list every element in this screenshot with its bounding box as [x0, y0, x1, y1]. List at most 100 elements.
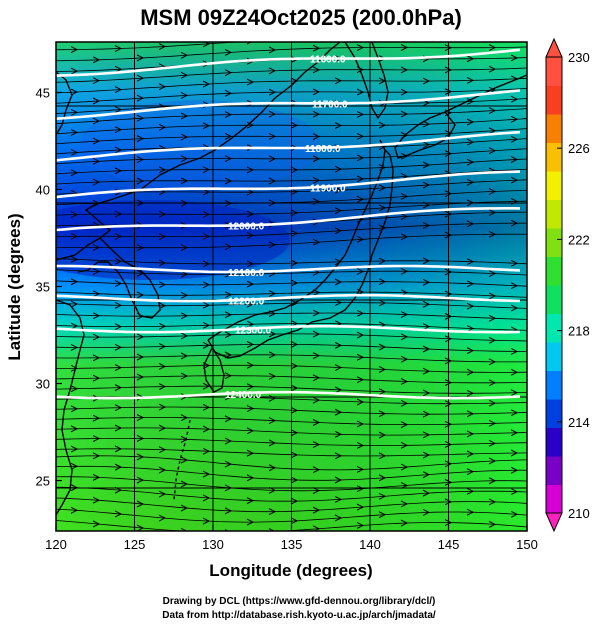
flow-arrow [400, 44, 409, 51]
flow-arrow [268, 417, 277, 425]
flow-arrow [334, 430, 343, 438]
height-contour [56, 170, 521, 199]
flow-arrow [158, 424, 167, 432]
flow-arrow [114, 210, 123, 218]
ryukyu-islands [173, 419, 191, 501]
flow-arrow [356, 442, 365, 449]
flow-arrow [378, 366, 387, 373]
flow-arrow [268, 155, 277, 163]
flow-arrow [400, 355, 409, 363]
flow-arrow [400, 399, 409, 407]
flow-arrow [510, 368, 519, 376]
flow-arrow [224, 48, 233, 56]
flow-arrow [70, 232, 79, 240]
flow-arrow [510, 176, 519, 184]
flow-arrow [423, 33, 429, 39]
flow-arrow [136, 94, 145, 102]
flow-arrow [70, 67, 79, 75]
flow-arrow [312, 155, 321, 163]
flow-arrow [400, 311, 409, 318]
flow-arrow [202, 42, 211, 48]
flow-arrow [268, 508, 277, 516]
flow-arrow [422, 77, 431, 85]
flow-arrow [400, 88, 409, 96]
flow-arrow [378, 431, 387, 439]
height-contour [56, 390, 521, 400]
flow-arrow [378, 410, 387, 418]
flow-arrow [378, 224, 387, 232]
flow-arrow [158, 166, 167, 174]
flow-arrow [356, 465, 365, 473]
flow-arrow [246, 42, 253, 45]
flow-arrow [356, 44, 365, 51]
flow-arrow [334, 408, 343, 416]
flow-arrow [70, 445, 79, 453]
flow-arrow [70, 46, 79, 54]
credit-drawing: Drawing by DCL (https://www.gfd-dennou.o… [163, 596, 436, 607]
flow-arrow [312, 466, 321, 474]
flow-arrow [158, 446, 167, 454]
flow-arrow [180, 91, 189, 99]
x-tick-label: 140 [359, 537, 381, 552]
flow-arrow [224, 243, 233, 251]
flow-arrow [312, 88, 321, 96]
height-contour [56, 264, 521, 274]
flow-arrow [136, 135, 145, 143]
flow-arrow [224, 69, 233, 77]
flow-arrow [312, 352, 321, 360]
flow-arrow [136, 177, 145, 185]
flow-arrow [400, 519, 409, 527]
flow-arrow [466, 258, 475, 266]
flow-arrow [400, 500, 409, 508]
flow-arrow [488, 399, 497, 407]
flow-arrow [510, 259, 519, 267]
flow-arrow [136, 74, 145, 82]
flow-arrow [378, 511, 387, 519]
flow-arrow [488, 44, 497, 52]
flow-arrow [246, 260, 255, 268]
colorbar-segment [546, 57, 562, 86]
flow-arrow [510, 409, 519, 417]
x-axis-label: Longitude (degrees) [209, 561, 372, 580]
flow-arrow [114, 445, 123, 453]
flow-arrow [510, 135, 519, 143]
flow-arrow [202, 403, 211, 411]
flow-arrow [70, 405, 79, 413]
flow-arrow [92, 97, 101, 105]
flow-arrow [136, 476, 145, 484]
flow-arrow [290, 121, 299, 129]
cool-region [80, 100, 320, 190]
flow-arrow [444, 268, 453, 276]
flow-arrow [114, 424, 123, 432]
flow-arrow [356, 268, 365, 275]
flow-arrow [114, 404, 123, 412]
flow-arrow [334, 299, 343, 307]
flow-arrow [202, 122, 211, 130]
flow-arrow [92, 435, 101, 442]
colorbar-segment [546, 427, 562, 457]
flow-arrow [268, 330, 277, 338]
hokkaido-coast [394, 111, 456, 159]
flow-arrow [114, 301, 123, 309]
flow-arrow [290, 77, 299, 85]
flow-arrow [180, 456, 189, 464]
flow-arrow [488, 336, 497, 344]
flow-arrow [92, 268, 101, 275]
flow-arrow [224, 177, 233, 185]
flow-arrow [510, 54, 519, 62]
flow-arrow [444, 231, 453, 239]
flow-arrow [246, 341, 255, 348]
flow-arrow [356, 195, 365, 203]
flow-arrow [444, 379, 453, 387]
flow-arrow [92, 178, 101, 186]
flow-arrow [268, 67, 277, 75]
flow-arrow [158, 322, 167, 330]
flow-arrow [158, 490, 167, 498]
flow-arrow [334, 227, 343, 235]
flow-arrow [444, 66, 453, 74]
flow-arrow [510, 156, 519, 163]
colorbar-frame [545, 56, 563, 514]
flow-arrow [290, 188, 299, 196]
flow-arrow [202, 321, 211, 329]
flow-arrow [136, 500, 145, 508]
